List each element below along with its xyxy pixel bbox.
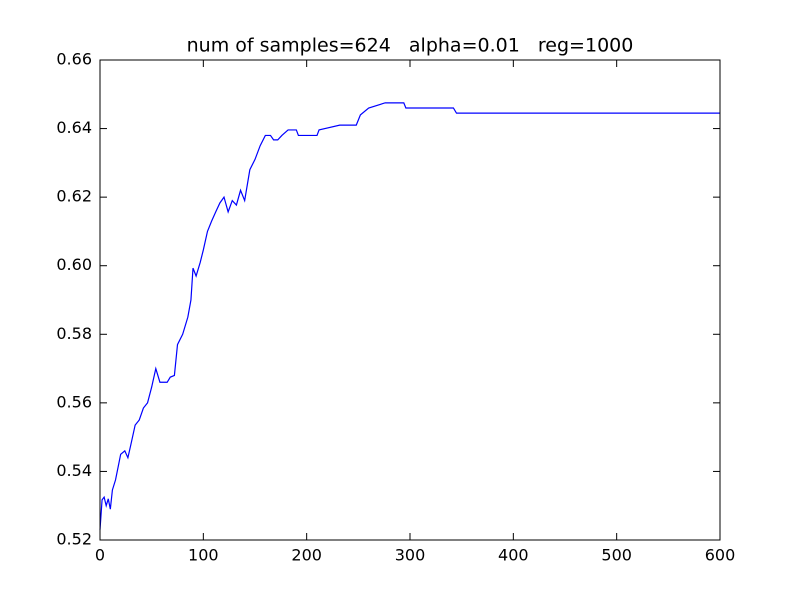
- y-tick-label: 0.52: [56, 530, 92, 549]
- y-tick-label: 0.64: [56, 118, 92, 137]
- y-tick-label: 0.62: [56, 187, 92, 206]
- data-line: [99, 102, 720, 530]
- y-tick-label: 0.56: [56, 392, 92, 411]
- plot-frame: [99, 59, 721, 541]
- x-tick-label: 200: [291, 546, 322, 565]
- x-tick-label: 0: [95, 546, 105, 565]
- chart-title: num of samples=624 alpha=0.01 reg=1000: [187, 35, 634, 57]
- x-tick-label: 300: [395, 546, 426, 565]
- y-tick-label: 0.60: [56, 255, 92, 274]
- y-tick-label: 0.58: [56, 324, 92, 343]
- y-tick-label: 0.66: [56, 50, 92, 69]
- y-tick-label: 0.54: [56, 461, 92, 480]
- x-tick-label: 500: [601, 546, 632, 565]
- x-tick-label: 100: [188, 546, 219, 565]
- x-tick-label: 400: [498, 546, 529, 565]
- x-tick-label: 600: [705, 546, 736, 565]
